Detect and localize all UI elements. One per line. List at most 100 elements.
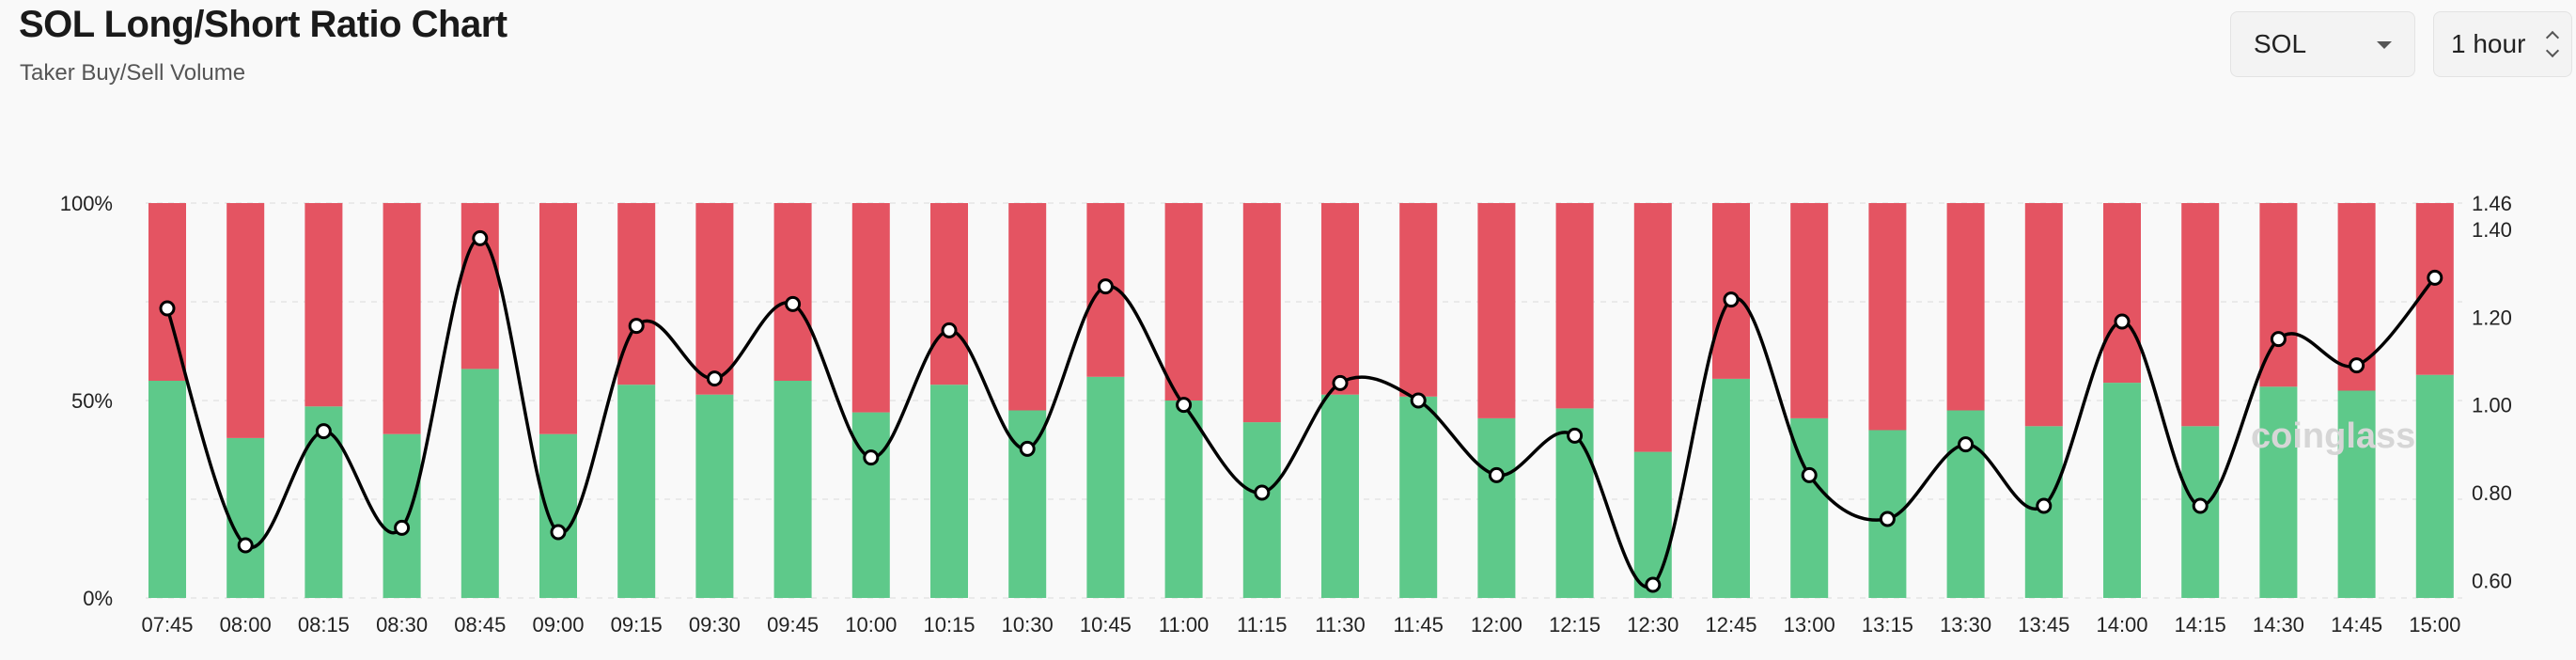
ratio-point <box>1801 466 1818 483</box>
long-bar <box>226 437 265 598</box>
short-bar <box>1164 203 1203 401</box>
ratio-line <box>165 236 2437 589</box>
right-tick-label: 1.00 <box>2472 394 2512 417</box>
short-bar <box>1790 203 1829 418</box>
x-tick-label: 07:45 <box>141 613 193 636</box>
ratio-point <box>2427 269 2443 286</box>
right-tick-label: 1.20 <box>2472 306 2512 329</box>
ratio-point <box>1488 466 1505 483</box>
x-tick-label: 12:15 <box>1549 613 1600 636</box>
short-bar <box>461 203 499 369</box>
short-bar <box>2024 203 2063 427</box>
long-bar <box>617 385 656 598</box>
short-bar <box>1555 203 1594 409</box>
ratio-point <box>2349 357 2365 374</box>
ratio-point <box>628 318 645 335</box>
x-tick-label: 15:00 <box>2409 613 2460 636</box>
short-bar <box>1868 203 1907 431</box>
long-bar <box>695 394 734 598</box>
x-tick-label: 12:00 <box>1471 613 1522 636</box>
long-bar <box>773 381 812 598</box>
x-tick-label: 10:15 <box>923 613 975 636</box>
short-bar <box>2415 203 2454 375</box>
ratio-point <box>550 524 567 541</box>
ratio-point <box>1958 436 1975 453</box>
ratio-point <box>1176 397 1193 414</box>
long-bar <box>1008 410 1047 598</box>
x-tick-label: 08:15 <box>298 613 350 636</box>
right-axis-ticks: 0.60 0.80 1.00 1.20 1.40 1.46 <box>2472 192 2512 592</box>
ratio-point <box>394 519 411 536</box>
x-tick-label: 11:30 <box>1315 613 1365 636</box>
right-tick-label: 0.80 <box>2472 481 2512 505</box>
long-bar <box>1242 422 1281 598</box>
x-tick-label: 11:15 <box>1237 613 1287 636</box>
left-tick-label: 0% <box>83 587 113 610</box>
long-bar <box>1164 401 1203 598</box>
watermark-text: coinglass <box>2251 416 2415 456</box>
ratio-point <box>941 322 958 338</box>
long-bar <box>1633 451 1672 598</box>
short-bar <box>2103 203 2141 384</box>
short-bar <box>1712 203 1750 379</box>
x-tick-label: 10:00 <box>845 613 897 636</box>
ratio-point <box>1254 484 1271 501</box>
ratio-point <box>237 537 254 554</box>
long-bar <box>1477 417 1516 598</box>
ratio-point <box>315 423 332 440</box>
short-bar <box>382 203 421 434</box>
long-bar <box>461 369 499 598</box>
short-bar <box>773 203 812 381</box>
right-tick-label: 1.46 <box>2472 192 2512 215</box>
ratio-point <box>1645 576 1662 593</box>
x-tick-label: 14:30 <box>2253 613 2304 636</box>
short-bar <box>1477 203 1516 418</box>
x-tick-label: 13:45 <box>2018 613 2069 636</box>
short-bar <box>1399 203 1438 397</box>
short-bar <box>617 203 656 385</box>
left-tick-label: 100% <box>60 192 113 215</box>
ratio-point <box>2192 497 2209 514</box>
bars-group <box>148 203 2454 598</box>
ratio-point <box>159 300 176 317</box>
ratio-point <box>1097 278 1114 295</box>
ratio-point <box>785 295 802 312</box>
x-tick-label: 08:45 <box>454 613 506 636</box>
ratio-point <box>1567 427 1584 444</box>
ratio-point <box>2270 331 2287 348</box>
long-bar <box>2337 390 2376 598</box>
ratio-point <box>863 449 880 466</box>
x-tick-label: 09:15 <box>611 613 663 636</box>
page-title: SOL Long/Short Ratio Chart <box>19 4 507 45</box>
short-bar <box>1633 203 1672 452</box>
short-bar <box>304 203 343 407</box>
ratio-point <box>472 229 489 246</box>
ratio-points-group <box>159 229 2443 593</box>
x-tick-label: 09:30 <box>689 613 741 636</box>
x-tick-label: 09:45 <box>767 613 819 636</box>
long-bar <box>2103 383 2141 598</box>
long-bar <box>930 385 968 598</box>
long-bar <box>2259 386 2298 598</box>
long-bar <box>1086 376 1125 598</box>
long-bar <box>382 433 421 598</box>
interval-select[interactable]: 1 hour <box>2433 11 2572 77</box>
x-tick-label: 11:00 <box>1159 613 1209 636</box>
long-bar <box>851 412 890 598</box>
left-tick-label: 50% <box>71 389 113 413</box>
ratio-point <box>1019 440 1036 457</box>
x-tick-label: 13:00 <box>1784 613 1835 636</box>
coin-select[interactable]: SOL <box>2230 11 2415 77</box>
short-bar <box>539 203 577 434</box>
x-tick-label: 12:45 <box>1705 613 1756 636</box>
chevron-down-icon <box>2377 41 2392 49</box>
x-tick-label: 13:15 <box>1862 613 1913 636</box>
short-bar <box>1321 203 1359 395</box>
long-bar <box>1321 394 1359 598</box>
ratio-point <box>1410 392 1427 409</box>
x-tick-label: 13:30 <box>1940 613 1991 636</box>
x-tick-label: 14:45 <box>2331 613 2382 636</box>
x-tick-label: 10:45 <box>1080 613 1132 636</box>
short-bar <box>1008 203 1047 411</box>
